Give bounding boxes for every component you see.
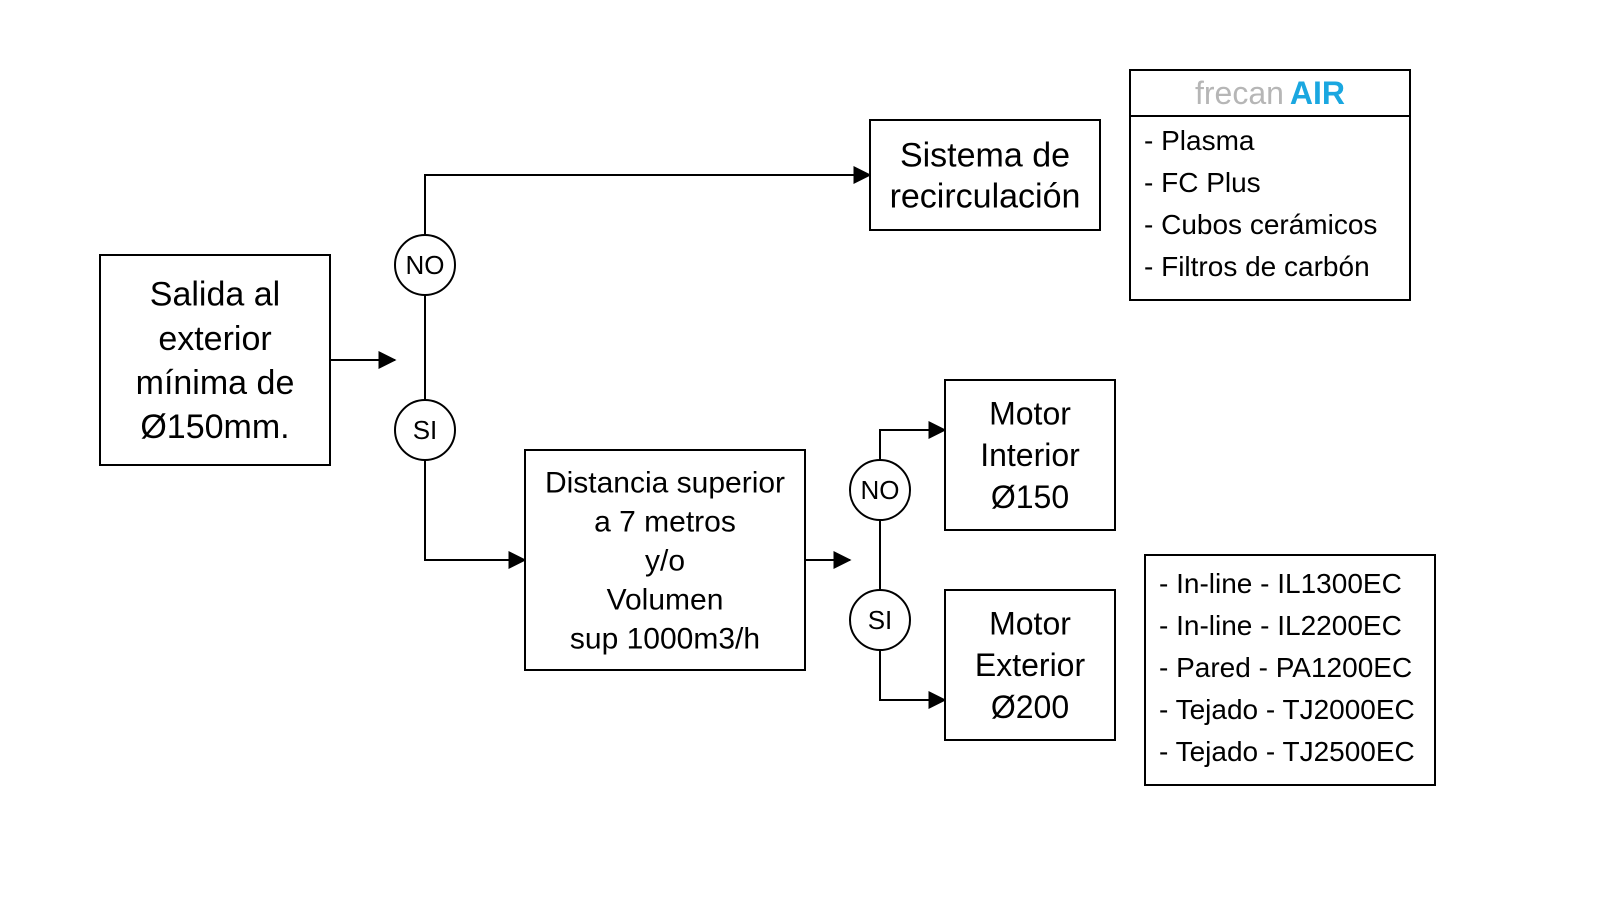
frecan-item: - Plasma [1144,125,1255,156]
node-distance-text: a 7 metros [594,506,736,539]
exterior-list-item: - In-line - IL1300EC [1159,568,1402,599]
node-start: Salida al exterior mínima de Ø150mm. [100,255,330,465]
edge-no-to-recirc [425,175,870,235]
decision-1-no-label: NO [406,250,445,280]
node-distance-text: Distancia superior [545,467,785,500]
exterior-list-item: - Pared - PA1200EC [1159,652,1412,683]
frecan-item: - Filtros de carbón [1144,251,1370,282]
node-start-text: Salida al [150,276,280,314]
node-motor-interior-text: Ø150 [991,479,1069,515]
node-motor-exterior-text: Ø200 [991,689,1069,725]
exterior-list-item: - Tejado - TJ2500EC [1159,736,1415,767]
node-motor-interior-text: Motor [989,396,1071,432]
frecan-item: - Cubos cerámicos [1144,209,1377,240]
node-distance: Distancia superior a 7 metros y/o Volumen su… [525,450,805,670]
edge-no-to-motor-int [880,430,945,460]
edge-si-to-motor-ext [880,650,945,700]
node-exterior-list: - In-line - IL1300EC - In-line - IL2200EC… [1145,555,1435,785]
node-motor-interior-text: Interior [980,437,1080,473]
node-motor-interior: Motor Interior Ø150 [945,380,1115,530]
node-frecan: frecanAIR - Plasma - FC Plus - Cubos cerámi… [1130,70,1410,300]
exterior-list-item: - Tejado - TJ2000EC [1159,694,1415,725]
node-recirc-text: recirculación [890,177,1081,215]
decision-1-si-label: SI [413,415,438,445]
node-recirc-text: Sistema de [900,137,1070,175]
decision-2-si: SI [850,590,910,650]
node-start-text: Ø150mm. [140,408,289,446]
node-motor-exterior-text: Motor [989,606,1071,642]
frecan-logo-part1: frecan [1195,75,1284,111]
node-recirc: Sistema derecirculación [870,120,1100,230]
decision-2-no: NO [850,460,910,520]
decision-2-si-label: SI [868,605,893,635]
decision-1-si: SI [395,400,455,460]
frecan-logo: frecanAIR [1195,75,1345,111]
frecan-logo-part2: AIR [1290,75,1345,111]
edge-si-to-dist [425,460,525,560]
exterior-list-item: - In-line - IL2200EC [1159,610,1402,641]
frecan-item: - FC Plus [1144,167,1261,198]
node-start-text: mínima de [136,364,295,402]
decision-1-no: NO [395,235,455,295]
node-distance-text: y/o [645,545,685,578]
node-distance-text: Volumen [607,584,724,617]
node-distance-text: sup 1000m3/h [570,623,760,656]
node-start-text: exterior [158,320,271,358]
node-motor-exterior-text: Exterior [975,647,1086,683]
node-motor-exterior: Motor Exterior Ø200 [945,590,1115,740]
decision-2-no-label: NO [861,475,900,505]
